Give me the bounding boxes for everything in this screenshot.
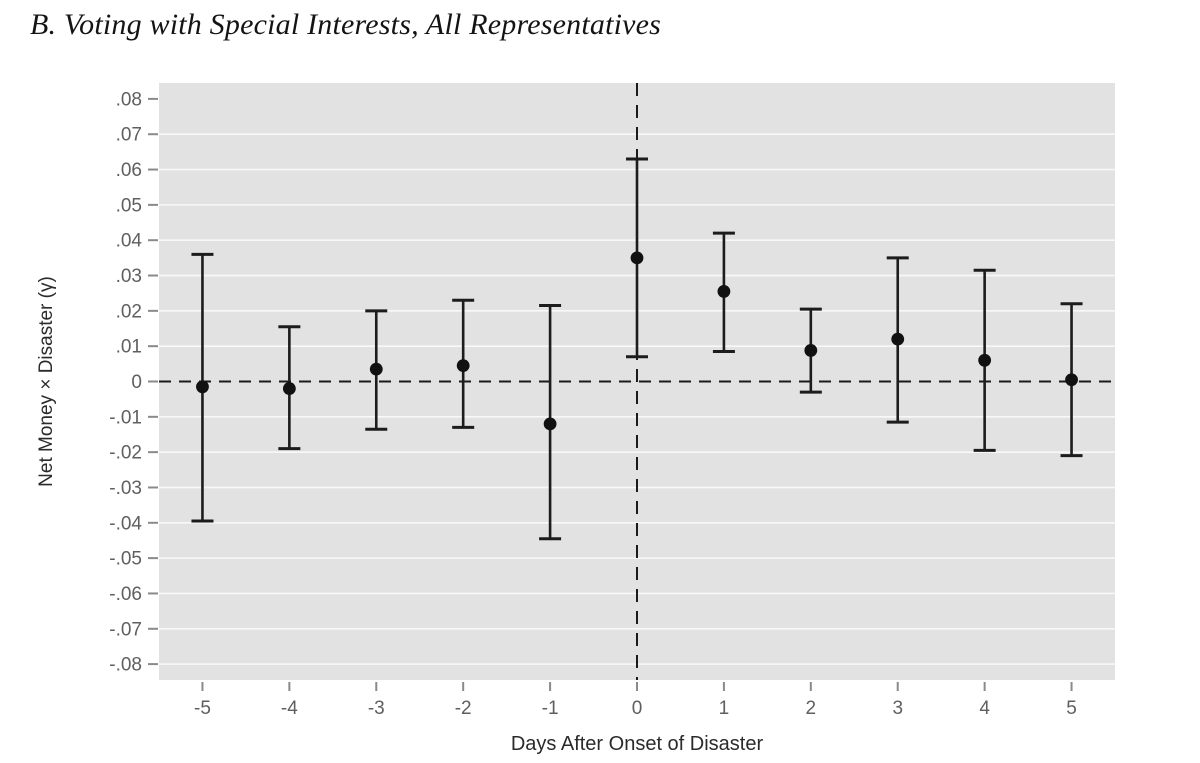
x-tick-label: -2 [455,698,472,719]
x-tick-label: 5 [1066,698,1077,719]
y-tick-label: -.01 [109,407,142,428]
y-tick-label: -.05 [109,549,142,570]
x-tick-label: 1 [719,698,730,719]
x-tick-label: -5 [194,698,211,719]
x-tick-label: 2 [806,698,817,719]
y-tick-label: .02 [116,301,142,322]
y-tick-label: .01 [116,337,142,358]
y-tick-label: .05 [116,195,142,216]
estimate-group [452,298,475,429]
x-axis-title: Days After Onset of Disaster [511,733,764,755]
data-point [1065,373,1078,387]
y-tick-label: -.04 [109,513,142,534]
x-tick-label: 4 [979,698,990,719]
data-point [196,380,209,394]
estimate-group [712,231,735,353]
estimate-group [278,325,301,451]
data-point [543,417,557,431]
y-tick-label: -.02 [109,443,142,464]
estimate-group [886,256,909,424]
x-tick-label: 0 [632,698,643,719]
y-tick-label: .04 [116,231,143,252]
data-point [804,344,818,357]
y-tick-label: .03 [116,266,142,287]
estimate-group [191,252,214,523]
data-point [978,353,992,367]
estimate-group [973,268,996,452]
y-tick-label: -.03 [109,478,142,499]
data-point [630,251,644,265]
x-tick-label: -1 [542,698,559,719]
estimate-group [539,304,562,541]
y-tick-label: -.06 [109,584,142,605]
y-tick-label: .07 [116,125,142,146]
y-axis-title: Net Money × Disaster (γ) [36,276,57,487]
y-tick-label: .06 [116,160,142,181]
data-point [282,382,296,395]
y-tick-label: .08 [116,89,142,110]
estimate-group [365,309,388,431]
estimate-group [626,157,648,359]
data-point [717,285,731,298]
x-tick-label: -4 [281,698,298,719]
x-tick-label: 3 [892,698,903,719]
panel-title: B. Voting with Special Interests, All Re… [30,8,662,41]
y-tick-label: -.08 [109,655,142,676]
data-point [369,362,383,376]
x-tick-label: -3 [368,698,385,719]
data-point [456,359,470,373]
y-tick-label: -.07 [109,619,142,640]
data-point [891,332,905,346]
estimate-group [799,307,822,394]
estimate-group [1060,302,1083,458]
y-tick-label: 0 [131,372,142,393]
